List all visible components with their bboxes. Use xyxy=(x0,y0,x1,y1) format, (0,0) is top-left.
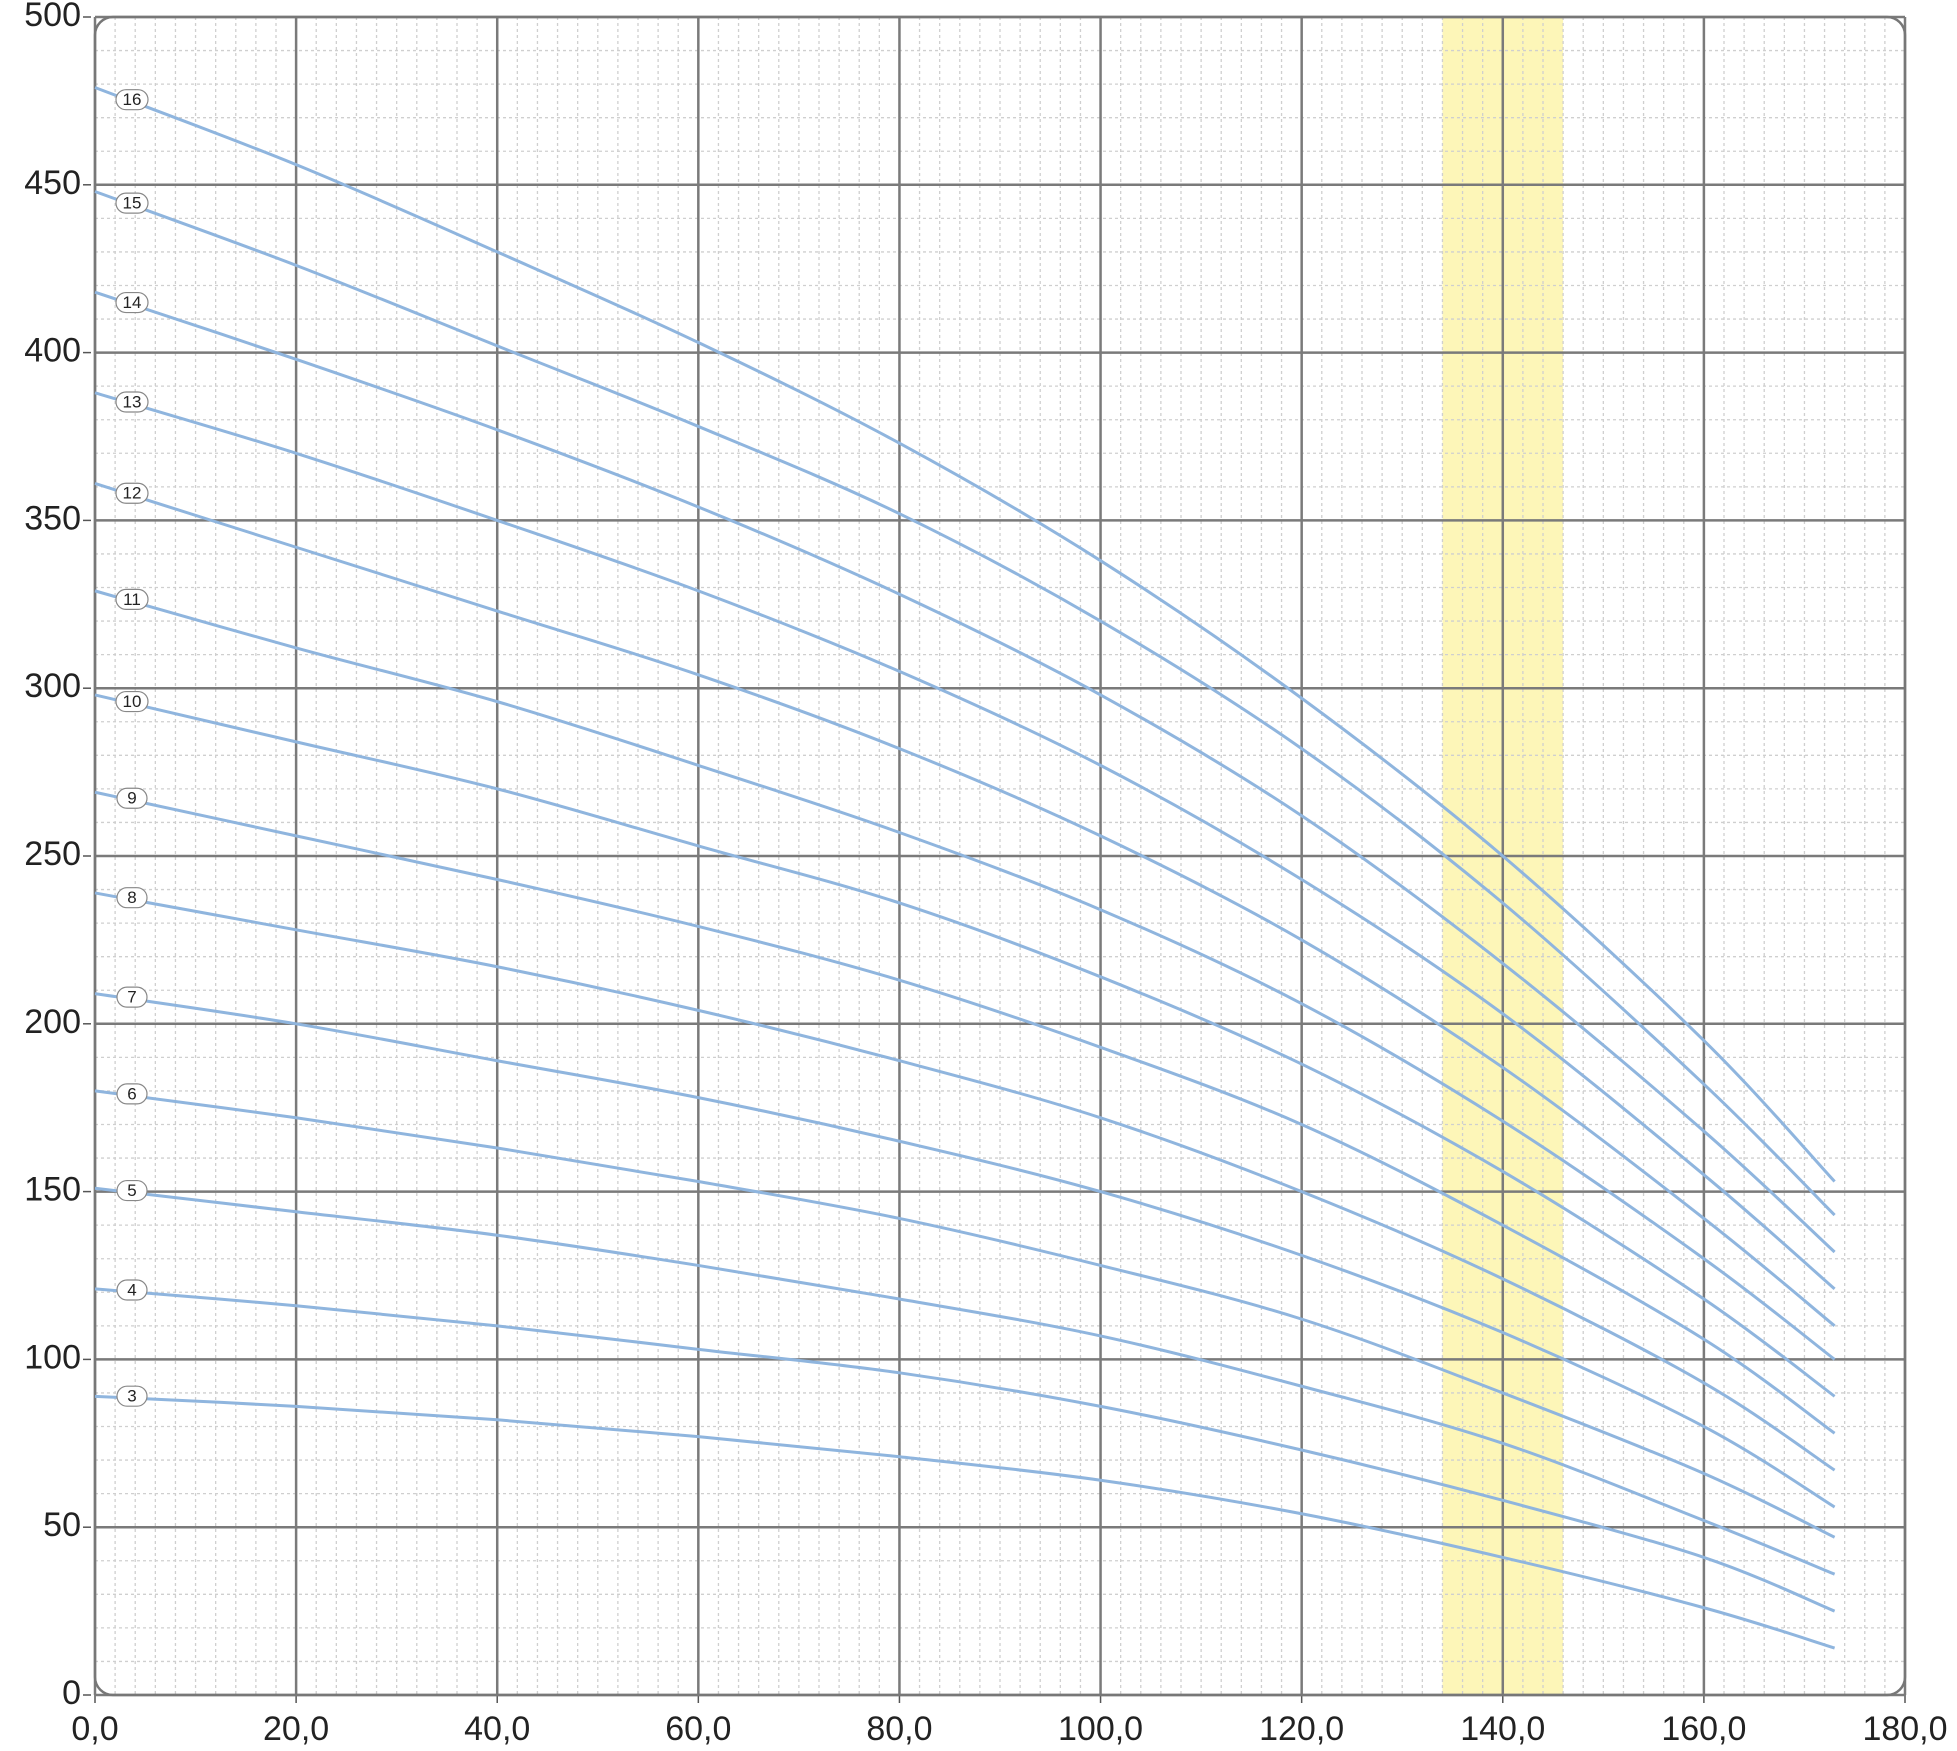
y-tick-label: 400 xyxy=(24,332,81,370)
curve-label-box xyxy=(116,787,148,809)
curve xyxy=(94,190,1836,1217)
curve xyxy=(94,482,1836,1327)
y-tick-label: 100 xyxy=(24,1338,81,1376)
curve-label-box xyxy=(115,291,149,314)
curve-label: 6 xyxy=(127,1084,136,1103)
y-tick-label: 50 xyxy=(43,1506,81,1544)
curve-label-box xyxy=(115,192,149,214)
x-tick-label: 180,0 xyxy=(1862,1710,1947,1748)
x-tick-label: 120,0 xyxy=(1259,1710,1344,1748)
curve-label: 9 xyxy=(127,789,136,808)
y-tick-label: 300 xyxy=(24,667,81,705)
y-tick-label: 0 xyxy=(62,1674,81,1712)
curve-label: 12 xyxy=(123,484,142,503)
curve-label: 15 xyxy=(123,194,142,213)
curve xyxy=(94,1186,1836,1576)
curve xyxy=(94,1394,1836,1650)
curve-label: 16 xyxy=(123,90,142,109)
x-tick-label: 100,0 xyxy=(1058,1710,1143,1748)
curve-label-box xyxy=(115,89,149,111)
curve-label: 7 xyxy=(127,988,136,1007)
curve xyxy=(94,589,1836,1361)
x-tick-label: 140,0 xyxy=(1460,1710,1545,1748)
curve-label-box xyxy=(116,986,148,1008)
curve-label-box xyxy=(115,588,149,610)
curve xyxy=(94,1287,1836,1613)
plot-frame xyxy=(93,15,1907,1697)
x-tick-label: 20,0 xyxy=(263,1710,329,1748)
y-tick-label: 350 xyxy=(24,499,81,537)
curve-label: 11 xyxy=(123,590,141,609)
x-tick-label: 160,0 xyxy=(1661,1710,1746,1748)
curve xyxy=(94,693,1836,1398)
curve xyxy=(94,891,1836,1472)
curve xyxy=(94,1089,1836,1539)
curve xyxy=(94,290,1836,1254)
curve-label: 3 xyxy=(127,1387,136,1406)
curve xyxy=(94,391,1836,1291)
curve-label: 4 xyxy=(127,1280,136,1299)
y-tick-label: 500 xyxy=(24,0,81,34)
curve-label: 10 xyxy=(123,692,142,711)
curve xyxy=(94,992,1836,1509)
curve-label-box xyxy=(116,1279,148,1301)
x-tick-label: 0,0 xyxy=(71,1710,118,1748)
curve-label: 8 xyxy=(127,888,136,907)
x-tick-label: 40,0 xyxy=(464,1710,530,1748)
y-tick-label: 250 xyxy=(24,835,81,873)
y-tick-label: 200 xyxy=(24,1003,81,1041)
curve-label-box xyxy=(115,690,149,713)
curve-label-box xyxy=(116,1385,148,1407)
y-tick-label: 450 xyxy=(24,164,81,202)
curve-label: 14 xyxy=(123,293,142,312)
curve-label-box xyxy=(116,1083,148,1105)
y-tick-label: 150 xyxy=(24,1171,81,1209)
curve xyxy=(94,790,1836,1435)
curve-label: 5 xyxy=(127,1181,136,1200)
curve-label-box xyxy=(115,391,149,413)
curve-label-box xyxy=(116,887,148,909)
x-tick-label: 80,0 xyxy=(866,1710,932,1748)
curve-label: 13 xyxy=(123,392,142,411)
curve-label-box xyxy=(115,482,149,504)
curve xyxy=(94,86,1836,1183)
curve-label-box xyxy=(116,1179,148,1202)
x-tick-label: 60,0 xyxy=(665,1710,731,1748)
